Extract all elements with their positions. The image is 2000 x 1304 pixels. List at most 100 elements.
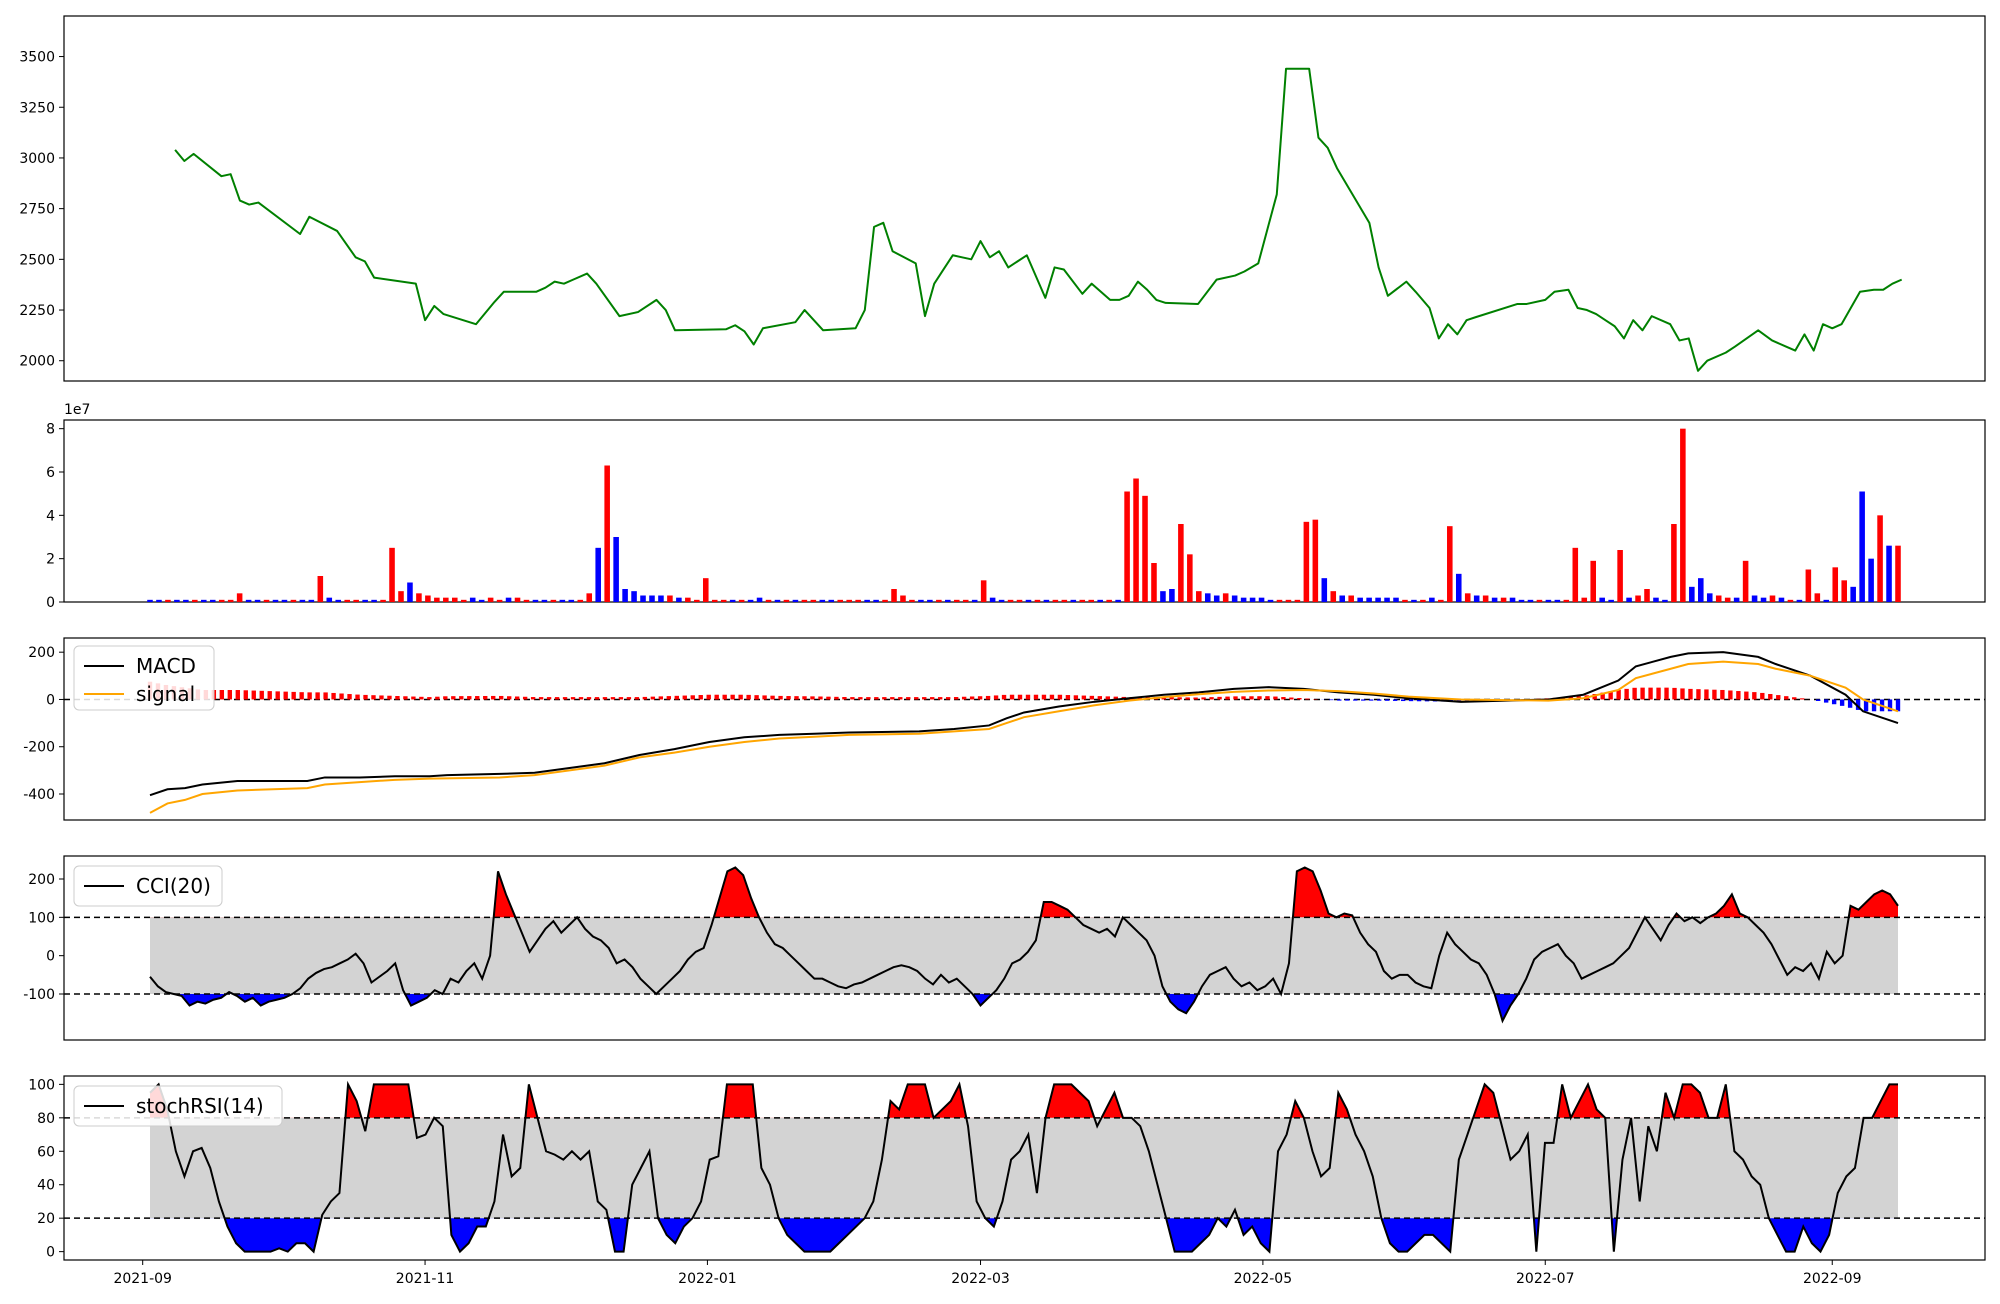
macd-histogram-bar [1401,699,1405,701]
stochrsi-panel-axis-ytick-label: 0 [46,1245,55,1261]
volume-bar [1241,598,1247,602]
macd-histogram-bar [571,697,575,699]
macd-histogram-bar [1297,698,1301,699]
volume-bar [721,600,727,602]
macd-histogram-bar [244,690,248,699]
macd-histogram-bar [443,696,447,699]
volume-bar [461,600,467,602]
macd-histogram-bar [922,697,926,699]
macd-histogram-bar [1680,688,1684,699]
volume-bar [1752,596,1758,603]
volume-bar [246,600,252,602]
macd-histogram-bar [1728,690,1732,699]
macd-histogram-bar [387,696,391,700]
macd-histogram-bar [291,692,295,700]
volume-bar [1797,600,1803,602]
volume-bar [1725,598,1731,602]
macd-histogram-bar [858,697,862,699]
volume-bar [1841,580,1847,602]
macd-histogram-bar [1257,696,1261,699]
macd-histogram-bar [1241,696,1245,699]
volume-bar [927,600,933,602]
macd-histogram-bar [363,695,367,700]
cci-panel-legend-label: CCI(20) [136,874,211,898]
macd-histogram-bar [946,697,950,699]
macd-histogram-bar [890,697,894,699]
macd-histogram-bar [323,692,327,699]
volume-bar [936,600,942,602]
macd-histogram-bar [1393,699,1397,700]
price-axis-ytick-label: 2750 [19,202,55,218]
volume-bar [1348,596,1354,603]
cci-panel-axis-ytick-label: 0 [46,949,55,965]
macd-histogram-bar [1034,695,1038,700]
volume-bar [210,600,216,602]
macd-histogram-bar [1704,689,1708,699]
macd-histogram-bar [371,695,375,699]
volume-bar [1250,598,1256,602]
macd-histogram-bar [643,697,647,700]
macd-histogram-bar [1664,688,1668,700]
volume-bar [1124,492,1130,603]
volume-bar [1483,596,1489,603]
macd-histogram-bar [260,691,264,700]
volume-bar [900,596,906,603]
macd-histogram-bar [427,697,431,699]
macd-histogram-bar [563,697,567,699]
macd-histogram-bar [1896,699,1900,711]
volume-bar [425,596,431,603]
macd-histogram-bar [1672,688,1676,700]
macd-histogram-bar [1018,695,1022,700]
macd-histogram-bar [379,695,383,699]
volume-bar [811,600,817,602]
macd-histogram-bar [268,691,272,699]
volume-bar [667,596,673,603]
macd-histogram-bar [1353,699,1357,700]
volume-bar [1357,598,1363,602]
volume-bar [1053,600,1059,602]
volume-bar [1788,600,1794,602]
volume-bar [864,600,870,602]
volume-bar [1277,600,1283,602]
volume-bar [282,600,288,602]
macd-histogram-bar [579,697,583,699]
volume-bar [1402,600,1408,602]
price-axis-ytick-label: 2000 [19,354,55,370]
volume-bar [156,600,162,602]
macd-histogram-bar [1002,695,1006,700]
macd-histogram-bar [794,696,798,699]
macd-histogram-bar [1760,693,1764,700]
volume-bar [309,600,315,602]
volume-bar [631,591,637,602]
macd-histogram-bar [547,697,551,699]
macd-histogram-bar [722,695,726,700]
volume-bar [658,596,664,603]
volume-bar [1761,598,1767,602]
volume-bar [488,598,494,602]
stochrsi-panel-axis-ytick-label: 60 [37,1144,55,1160]
volume-bar [1743,561,1749,602]
macd-histogram-bar [906,697,910,699]
volume-bar [1716,596,1722,603]
volume-bar [595,548,601,602]
stochrsi-panel-legend-label: stochRSI(14) [136,1094,264,1118]
volume-bar [1438,600,1444,602]
macd-histogram-bar [1624,689,1628,700]
macd-histogram-bar [1201,697,1205,699]
volume-bar [452,598,458,602]
macd-histogram-bar [1074,695,1078,699]
volume-bar [1680,429,1686,602]
macd-histogram-bar [1345,699,1349,700]
volume-bar [1205,593,1211,602]
macd-histogram-bar [228,690,232,699]
macd-histogram-bar [1632,688,1636,700]
macd-histogram-bar [236,690,240,699]
volume-bar [1106,600,1112,602]
x-tick-label: 2022-09 [1803,1271,1862,1287]
volume-bar [757,598,763,602]
macd-histogram-bar [331,693,335,699]
macd-histogram-bar [1233,696,1237,699]
macd-histogram-bar [930,697,934,699]
volume-bar [1850,587,1856,602]
